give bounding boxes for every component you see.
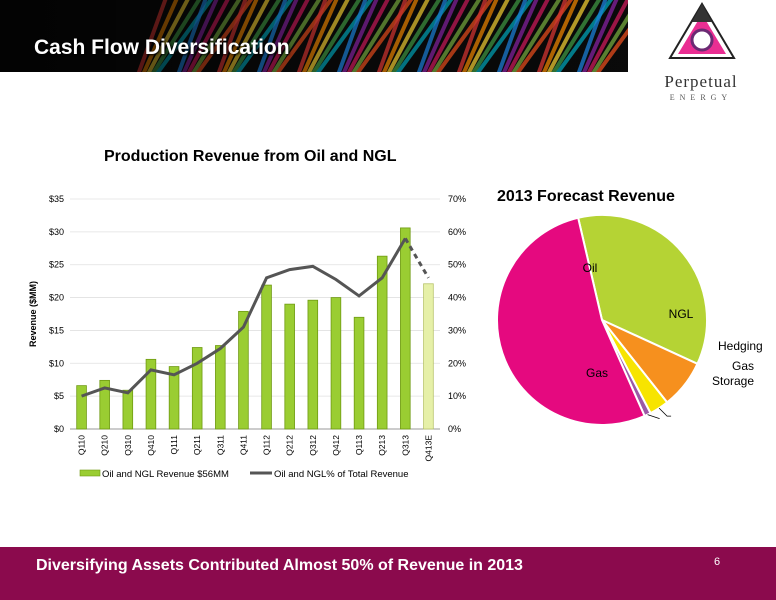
x-tick-label: Q210 bbox=[100, 435, 110, 456]
y2-tick-label: 0% bbox=[448, 424, 461, 434]
pie-slice bbox=[576, 214, 708, 366]
y-tick-label: $20 bbox=[49, 293, 64, 303]
logo bbox=[628, 0, 776, 112]
y-tick-label: $10 bbox=[49, 358, 64, 368]
y2-tick-label: 50% bbox=[448, 260, 466, 270]
page-number: 6 bbox=[714, 556, 721, 568]
x-tick-label: Q312 bbox=[308, 435, 318, 456]
legend-label: Oil and NGL% of Total Revenue bbox=[274, 469, 408, 480]
bar bbox=[330, 297, 342, 430]
logo-subtitle: ENERGY bbox=[669, 93, 733, 102]
y2-tick-label: 10% bbox=[448, 391, 466, 401]
leader-line bbox=[647, 414, 660, 419]
line-series-forecast bbox=[404, 237, 430, 279]
bar bbox=[238, 310, 249, 430]
pie-label: Oil bbox=[583, 261, 598, 275]
y-tick-label: $0 bbox=[54, 424, 64, 434]
x-tick-label: Q413E bbox=[423, 435, 433, 462]
x-tick-label: Q112 bbox=[262, 435, 272, 455]
x-tick-label: Q310 bbox=[123, 435, 133, 456]
x-tick-label: Q412 bbox=[331, 435, 341, 456]
bar bbox=[261, 284, 272, 430]
x-tick-label: Q111 bbox=[169, 435, 179, 455]
logo-emblem bbox=[668, 2, 736, 59]
logo-name: Perpetual bbox=[664, 72, 738, 91]
header-banner: Cash Flow Diversification bbox=[0, 0, 776, 72]
bar bbox=[423, 283, 434, 430]
bar bbox=[215, 345, 226, 430]
y2-tick-label: 20% bbox=[448, 358, 466, 368]
pie-label: Gas bbox=[586, 366, 608, 380]
bar bbox=[76, 385, 87, 430]
y-tick-label: $15 bbox=[49, 325, 64, 335]
bar bbox=[307, 299, 319, 430]
y2-tick-label: 70% bbox=[448, 194, 466, 204]
x-tick-label: Q411 bbox=[238, 435, 248, 455]
y2-tick-label: 60% bbox=[448, 227, 466, 237]
bar-line-chart: $0 0% $5 10% $10 20% $15 30% $20 40% $25 50% $30 60% $… bbox=[28, 194, 466, 480]
y2-tick-label: 40% bbox=[448, 293, 466, 303]
y2-tick-label: 30% bbox=[448, 325, 466, 335]
bar bbox=[122, 389, 134, 430]
x-tick-label: Q311 bbox=[215, 435, 225, 455]
pie-chart-title: 2013 Forecast Revenue bbox=[497, 188, 675, 205]
bar bbox=[284, 303, 295, 430]
slide-title: Cash Flow Diversification bbox=[34, 36, 290, 59]
x-tick-label: Q213 bbox=[377, 435, 387, 456]
legend-label: Oil and NGL Revenue $56MM bbox=[102, 469, 229, 480]
footer-tagline: Diversifying Assets Contributed Almost 5… bbox=[36, 557, 523, 574]
x-tick-label: Q410 bbox=[146, 435, 156, 456]
x-tick-label: Q113 bbox=[354, 435, 364, 455]
pie-slice bbox=[496, 216, 646, 426]
legend-swatch-bar bbox=[79, 469, 101, 477]
pie-label: NGL bbox=[669, 307, 694, 321]
y-tick-label: $25 bbox=[49, 260, 64, 270]
bar bbox=[168, 366, 180, 430]
bar bbox=[376, 255, 388, 430]
y-tick-label: $5 bbox=[54, 391, 64, 401]
pie-label: Hedging bbox=[718, 339, 763, 353]
x-tick-label: Q313 bbox=[400, 435, 410, 456]
bar bbox=[191, 347, 203, 430]
leader-line bbox=[658, 407, 672, 417]
bar bbox=[400, 227, 411, 430]
bar-chart-title: Production Revenue from Oil and NGL bbox=[104, 148, 397, 165]
x-tick-label: Q110 bbox=[77, 435, 87, 455]
y-axis-label: Revenue ($MM) bbox=[28, 281, 38, 347]
footer-bar bbox=[0, 547, 776, 600]
header-background bbox=[0, 0, 776, 72]
y-tick-label: $35 bbox=[49, 194, 64, 204]
bar bbox=[99, 379, 110, 430]
pie-label: Gas bbox=[732, 359, 754, 373]
x-tick-label: Q212 bbox=[285, 435, 295, 456]
pie-label: Storage bbox=[712, 374, 754, 388]
bar bbox=[353, 316, 365, 430]
y-tick-label: $30 bbox=[49, 227, 64, 237]
bar bbox=[145, 358, 157, 430]
x-tick-label: Q211 bbox=[192, 435, 202, 455]
line-series bbox=[81, 237, 407, 398]
